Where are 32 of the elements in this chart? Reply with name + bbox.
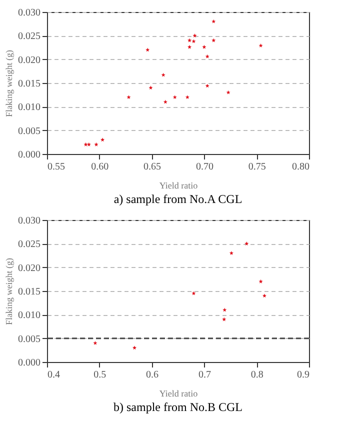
- x-tick-label: 0.65: [144, 162, 162, 172]
- y-axis-title: Flaking weight (g): [4, 258, 14, 325]
- x-tick-label: 0.70: [196, 162, 214, 172]
- x-tick-label: 0.5: [94, 370, 106, 380]
- y-tick-label: 0.010: [18, 102, 40, 114]
- x-tick-label: 0.55: [48, 162, 65, 172]
- y-tick-label: 0.000: [18, 150, 40, 160]
- y-tick-label: 0.020: [18, 54, 40, 66]
- y-tick-label: 0.015: [18, 286, 40, 298]
- x-tick-label: 0.4: [48, 370, 60, 380]
- y-tick-label: 0.025: [18, 31, 40, 42]
- x-tick-label: 0.7: [198, 370, 211, 380]
- y-axis-title: Flaking weight (g): [4, 50, 14, 117]
- y-tick-label: 0.010: [18, 310, 40, 322]
- y-tick-label: 0.030: [18, 8, 40, 18]
- y-tick-label: 0.005: [18, 126, 40, 137]
- x-tick-label: 0.60: [91, 162, 109, 172]
- y-tick-label: 0.015: [18, 78, 40, 90]
- x-axis-title: Yield ratio: [159, 180, 198, 190]
- y-tick-label: 0.005: [18, 334, 40, 345]
- x-tick-label: 0.9: [297, 370, 310, 380]
- x-tick-label: 0.80: [292, 162, 310, 172]
- y-tick-label: 0.030: [18, 216, 40, 226]
- y-tick-label: 0.025: [18, 239, 40, 250]
- text: a) sample from No.A CGL: [114, 192, 242, 206]
- x-tick-label: 0.8: [250, 370, 264, 380]
- x-tick-label: 0.6: [146, 370, 159, 380]
- x-axis-title: Yield ratio: [159, 388, 198, 398]
- y-tick-label: 0.020: [18, 262, 40, 274]
- y-tick-label: 0.000: [18, 358, 40, 368]
- text: b) sample from No.B CGL: [114, 400, 242, 414]
- x-tick-label: 0.75: [248, 162, 266, 172]
